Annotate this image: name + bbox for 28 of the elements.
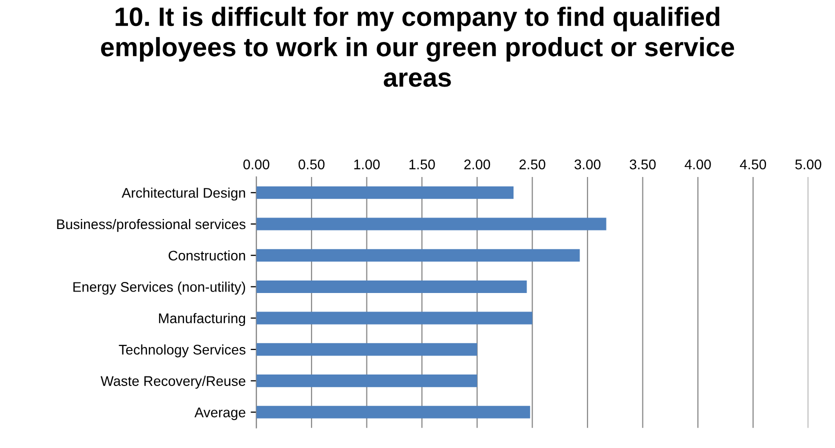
x-tick-label: 4.50 <box>740 160 766 170</box>
bar <box>256 249 580 262</box>
x-tick-label: 0.50 <box>298 160 325 170</box>
bar <box>256 218 606 230</box>
x-tick-label: 3.50 <box>630 160 656 170</box>
y-tick-label: Business/professional services <box>57 218 246 232</box>
x-tick-label: 2.50 <box>519 160 546 170</box>
y-tick-label: Average <box>194 408 246 420</box>
chart-title: 10. It is difficult for my company to find qualified employees to work in our green product or service areas <box>101 6 734 87</box>
x-tick-label: 2.00 <box>464 160 490 170</box>
bar <box>256 186 514 199</box>
bar <box>256 374 478 388</box>
bar <box>256 312 532 324</box>
bar <box>256 406 530 418</box>
bar <box>256 343 478 356</box>
y-tick-label: Architectural Design <box>122 188 246 201</box>
bar <box>256 280 527 293</box>
y-tick-label: Manufacturing <box>159 313 246 326</box>
y-tick-label: Waste Recovery/Reuse <box>100 376 246 389</box>
y-tick-label: Construction <box>168 250 246 261</box>
y-tick-label: Technology Services <box>118 344 246 358</box>
x-tick-label: 0.00 <box>243 160 270 170</box>
x-tick-label: 1.50 <box>409 160 435 170</box>
x-tick-label: 3.00 <box>574 160 600 170</box>
y-tick-label: Energy Services (non-utility) <box>73 282 246 295</box>
x-tick-label: 4.00 <box>684 160 711 170</box>
x-tick-label: 1.00 <box>354 160 380 170</box>
x-tick-label: 5.00 <box>795 160 822 170</box>
